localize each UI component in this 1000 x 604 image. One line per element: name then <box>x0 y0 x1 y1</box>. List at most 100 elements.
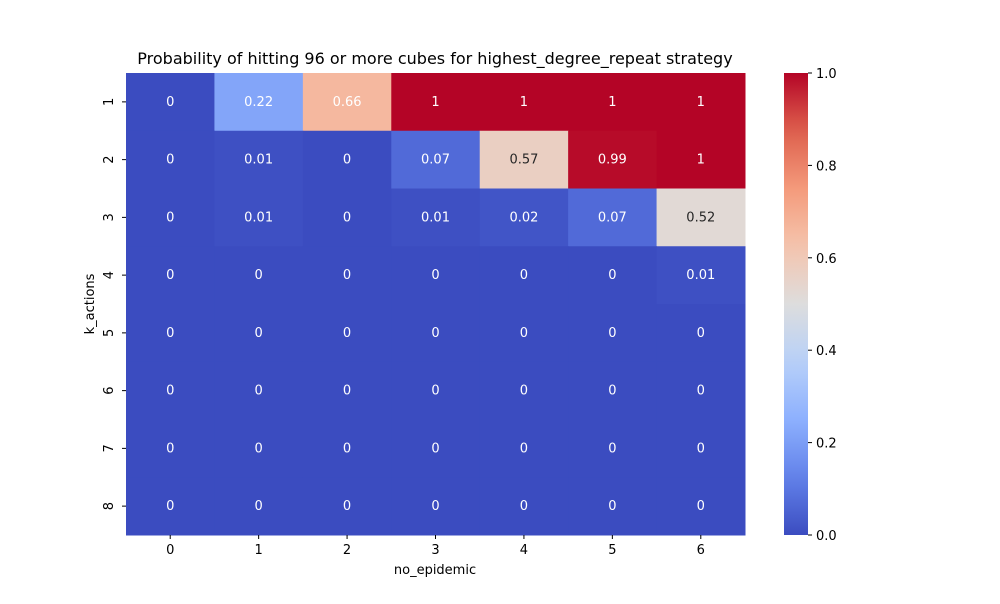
heatmap-cell <box>568 419 658 478</box>
cell-value-label: 0 <box>255 326 263 341</box>
cell-value-label: 0.52 <box>686 210 715 225</box>
heatmap-cell <box>656 246 746 305</box>
cell-value-label: 0 <box>520 326 528 341</box>
heatmap-cell <box>391 304 481 363</box>
heatmap-cell <box>568 304 658 363</box>
cell-value-label: 0 <box>431 499 439 514</box>
cell-value-label: 0.57 <box>509 153 538 168</box>
heatmap-cell <box>391 419 481 478</box>
cell-value-label: 0.01 <box>686 268 715 283</box>
colorbar-tick-label: 1.0 <box>816 67 837 82</box>
heatmap-cell <box>479 361 569 420</box>
cell-value-label: 0.66 <box>333 95 362 110</box>
cell-value-label: 0 <box>697 499 705 514</box>
heatmap-cell <box>568 361 658 420</box>
cell-value-label: 0 <box>166 210 174 225</box>
heatmap-cell <box>214 73 304 132</box>
y-tick-label: 1 <box>102 98 117 106</box>
heatmap-cell <box>656 361 746 420</box>
cell-value-label: 0 <box>166 384 174 399</box>
heatmap-cell <box>656 477 746 536</box>
x-tick-label: 0 <box>166 543 174 558</box>
heatmap-cell <box>302 73 392 132</box>
cell-value-label: 0 <box>608 384 616 399</box>
heatmap-cell <box>126 361 215 420</box>
heatmap-cell <box>479 304 569 363</box>
chart-title: Probability of hitting 96 or more cubes … <box>137 49 732 69</box>
heatmap-cell <box>391 361 481 420</box>
heatmap-cell <box>391 73 481 132</box>
cell-value-label: 0 <box>520 499 528 514</box>
cell-value-label: 0 <box>520 268 528 283</box>
heatmap-cell <box>302 130 392 189</box>
cell-value-label: 0.01 <box>244 153 273 168</box>
cell-value-label: 0 <box>520 384 528 399</box>
cell-value-label: 1 <box>431 95 439 110</box>
heatmap-cell <box>479 130 569 189</box>
cell-value-label: 0.01 <box>244 210 273 225</box>
cell-value-label: 0 <box>343 326 351 341</box>
heatmap-cell <box>656 419 746 478</box>
cell-value-label: 0 <box>608 268 616 283</box>
heatmap-cell <box>302 361 392 420</box>
cell-value-label: 0 <box>166 268 174 283</box>
cell-value-label: 0 <box>255 441 263 456</box>
heatmap-cell <box>479 73 569 132</box>
colorbar-tick-label: 0.2 <box>816 437 837 452</box>
colorbar-ticks: 0.0 0.2 0.4 0.6 0.8 1.0 <box>808 67 837 544</box>
heatmap-cell <box>214 246 304 305</box>
heatmap-cell <box>479 246 569 305</box>
heatmap-cell <box>302 304 392 363</box>
x-axis-ticks: 0 1 2 3 4 5 6 <box>166 535 705 558</box>
cell-value-label: 0 <box>343 210 351 225</box>
cell-value-label: 0.99 <box>598 153 627 168</box>
heatmap-cell <box>391 477 481 536</box>
cell-value-label: 1 <box>697 153 705 168</box>
x-tick-label: 6 <box>697 543 705 558</box>
heatmap-cell <box>391 246 481 305</box>
heatmap-cell <box>302 477 392 536</box>
colorbar-tick-label: 0.8 <box>816 159 837 174</box>
colorbar-tick-label: 0.6 <box>816 252 837 267</box>
heatmap-cell <box>126 246 215 305</box>
cell-value-label: 0 <box>431 384 439 399</box>
cell-value-label: 0 <box>520 441 528 456</box>
heatmap-cell <box>568 73 658 132</box>
cell-value-label: 0.01 <box>421 210 450 225</box>
cell-value-label: 0 <box>343 499 351 514</box>
cell-value-label: 0 <box>431 268 439 283</box>
cell-value-label: 0 <box>697 326 705 341</box>
colorbar <box>784 73 808 535</box>
heatmap-cell <box>214 477 304 536</box>
cell-value-label: 0 <box>697 384 705 399</box>
cell-value-label: 0.07 <box>421 153 450 168</box>
heatmap-cell <box>126 73 215 132</box>
y-tick-label: 5 <box>102 329 117 337</box>
heatmap-cell <box>302 419 392 478</box>
heatmap-cell <box>214 130 304 189</box>
colorbar-tick-label: 0.0 <box>816 529 837 544</box>
cell-value-label: 0 <box>697 441 705 456</box>
heatmap-cell <box>656 188 746 247</box>
cell-value-label: 1 <box>520 95 528 110</box>
x-tick-label: 1 <box>255 543 263 558</box>
heatmap-cell <box>656 130 746 189</box>
heatmap-cell <box>568 130 658 189</box>
heatmap-cell <box>214 304 304 363</box>
cell-value-label: 0 <box>343 441 351 456</box>
cell-value-label: 0 <box>166 499 174 514</box>
colorbar-tick-label: 0.4 <box>816 344 837 359</box>
x-tick-label: 5 <box>608 543 616 558</box>
heatmap-cell <box>126 188 215 247</box>
cell-value-label: 0 <box>608 326 616 341</box>
heatmap-cell <box>391 130 481 189</box>
cell-value-label: 0 <box>431 441 439 456</box>
heatmap-cell <box>214 419 304 478</box>
heatmap-cell <box>302 246 392 305</box>
y-tick-label: 7 <box>102 444 117 452</box>
cell-value-label: 0 <box>255 499 263 514</box>
heatmap-cells <box>126 73 746 536</box>
cell-value-label: 0 <box>343 384 351 399</box>
